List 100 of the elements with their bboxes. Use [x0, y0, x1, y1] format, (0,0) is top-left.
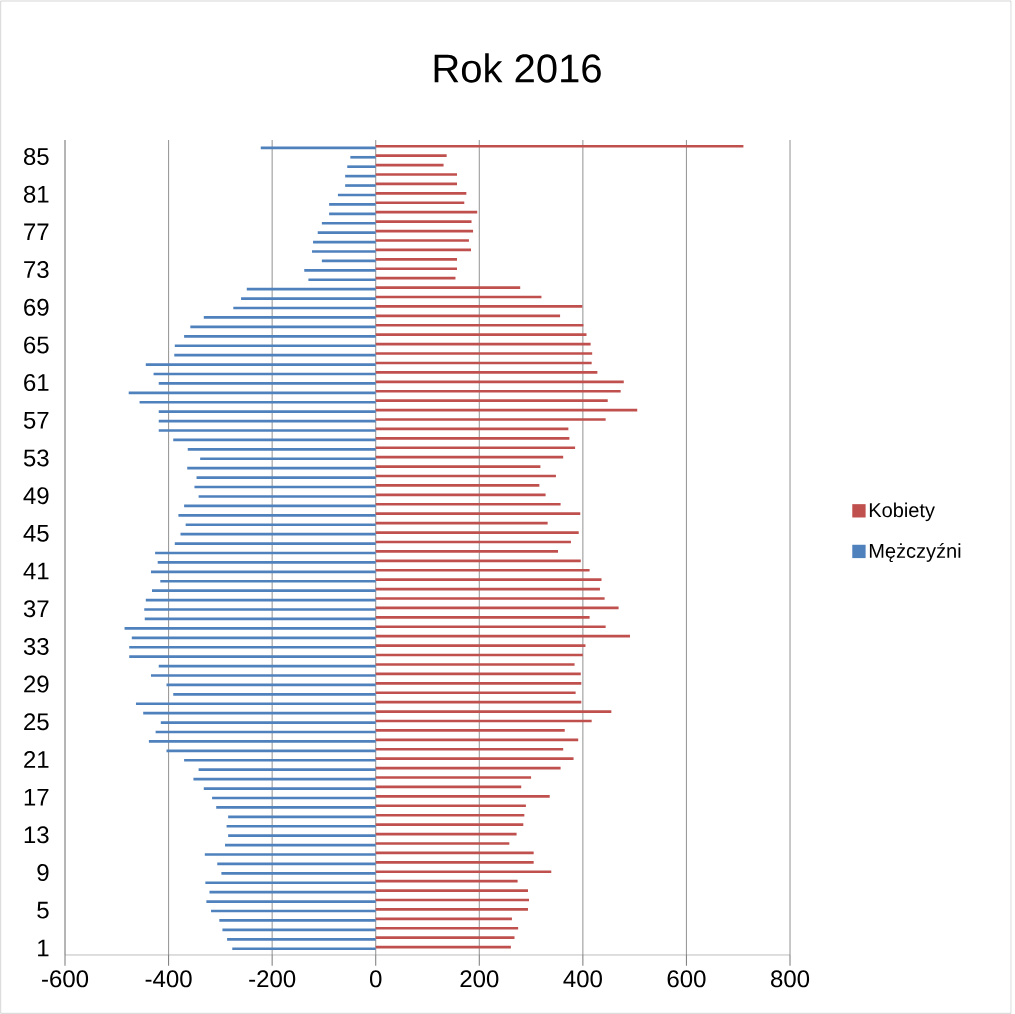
bar — [375, 484, 540, 487]
bar — [375, 210, 478, 214]
bar — [375, 860, 534, 864]
bar — [375, 192, 467, 195]
bar — [241, 297, 376, 300]
bar — [347, 165, 376, 169]
bar — [145, 363, 376, 366]
bar — [350, 155, 376, 159]
bar — [198, 495, 376, 498]
y-tick-label: 25 — [24, 713, 49, 731]
bar — [216, 806, 376, 809]
bar — [203, 787, 376, 790]
y-tick-label: 37 — [23, 600, 49, 618]
bar — [198, 768, 376, 772]
bar — [131, 636, 376, 640]
bar — [375, 371, 598, 374]
bar — [158, 410, 376, 413]
bar — [152, 589, 376, 593]
bar — [200, 457, 376, 461]
bar — [304, 269, 376, 272]
chart-title: Rok 2016 — [434, 53, 601, 83]
y-tick-label: 61 — [24, 374, 49, 392]
bar — [375, 333, 587, 337]
bar — [228, 834, 376, 837]
bar — [178, 513, 376, 517]
bar — [375, 634, 630, 638]
bar — [375, 201, 465, 205]
bar — [129, 655, 376, 658]
bar — [375, 323, 584, 327]
bar — [329, 212, 376, 216]
bar — [184, 758, 376, 762]
y-tick-label: 53 — [23, 449, 49, 467]
y-tick-label: 49 — [23, 487, 49, 505]
x-tick-label: 200 — [460, 970, 499, 988]
bar — [160, 579, 376, 583]
y-tick-label: 5 — [37, 901, 49, 919]
bar — [375, 663, 575, 666]
bar — [375, 352, 593, 355]
bar — [375, 889, 528, 892]
y-tick-label: 45 — [23, 524, 49, 542]
bar — [375, 870, 552, 874]
bar — [128, 391, 376, 395]
bar — [321, 221, 376, 225]
y-tick-label: 81 — [23, 185, 49, 203]
bar — [375, 729, 565, 732]
bar — [206, 900, 376, 903]
y-tick-label: 13 — [24, 826, 49, 844]
bar — [345, 184, 376, 187]
bar — [317, 231, 376, 234]
bar — [219, 919, 376, 922]
bar — [308, 278, 376, 282]
bar — [375, 616, 590, 619]
bar — [144, 608, 376, 611]
bar — [375, 936, 515, 940]
y-tick-label: 57 — [23, 411, 49, 429]
bar — [375, 418, 606, 421]
y-tick-label: 85 — [23, 147, 49, 165]
bar — [375, 776, 532, 779]
bar — [375, 239, 469, 242]
x-tick-label: 800 — [771, 970, 810, 988]
y-tick-label: 73 — [24, 261, 49, 279]
bar — [375, 389, 621, 393]
x-tick-label: 400 — [563, 970, 602, 988]
bar — [232, 947, 376, 951]
bar — [375, 286, 521, 289]
bar — [375, 644, 586, 647]
bar — [375, 813, 525, 817]
y-tick-label: 69 — [24, 298, 49, 316]
bar — [184, 334, 376, 338]
bar — [148, 740, 376, 743]
bar — [209, 890, 376, 894]
bar — [375, 512, 581, 516]
bar — [312, 250, 376, 253]
bar — [375, 926, 519, 930]
bar — [375, 465, 541, 468]
bar — [375, 550, 559, 553]
bar — [174, 542, 376, 545]
legend-label: Mężczyźni — [869, 543, 961, 562]
bar — [375, 625, 606, 629]
x-tick-label: 600 — [667, 970, 706, 988]
y-tick-label: 65 — [24, 336, 49, 354]
y-tick-label: 29 — [24, 675, 49, 693]
bar — [227, 937, 376, 941]
bar — [375, 399, 608, 402]
bar — [375, 257, 458, 261]
bar — [375, 804, 526, 808]
y-tick-label: 17 — [24, 788, 49, 806]
bar — [173, 692, 376, 696]
bar — [375, 597, 605, 600]
bar — [375, 437, 570, 440]
bar — [375, 710, 612, 713]
bar — [205, 881, 376, 885]
bar — [228, 815, 376, 819]
bar — [221, 872, 376, 875]
bar — [375, 795, 550, 798]
bar — [129, 645, 376, 649]
bar — [375, 144, 744, 148]
y-tick-label: 41 — [23, 562, 49, 580]
bar — [375, 305, 583, 308]
bar — [158, 382, 376, 385]
